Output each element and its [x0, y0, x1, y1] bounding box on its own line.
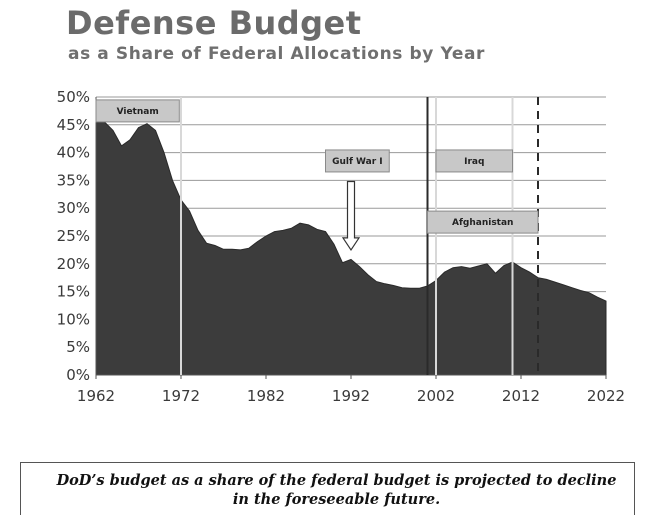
y-tick-label: 0%	[66, 366, 90, 384]
y-tick-label: 10%	[57, 310, 90, 328]
area-chart: Vietnam Gulf War I Iraq Afghanistan 0% 5% 10%…	[57, 88, 625, 405]
caption-box: DoD’s budget as a share of the federal b…	[20, 462, 635, 515]
y-tick-label: 20%	[57, 255, 90, 273]
x-tick-label: 1982	[247, 387, 285, 405]
y-tick-label: 40%	[57, 144, 90, 162]
x-tick-label: 1972	[162, 387, 200, 405]
y-tick-label: 30%	[57, 199, 90, 217]
x-tick-label: 1962	[77, 387, 115, 405]
area-series	[95, 121, 607, 376]
gulf-war-arrow	[341, 180, 361, 251]
annotation-label-iraq: Iraq	[464, 157, 484, 167]
chart-title: Defense Budget	[66, 4, 362, 42]
x-tick-label: 2022	[587, 387, 625, 405]
annotation-label-gulf-war-i: Gulf War I	[332, 157, 383, 167]
y-tick-label: 50%	[57, 88, 90, 106]
chart-subtitle: as a Share of Federal Allocations by Yea…	[68, 44, 486, 64]
event-annotations: Vietnam Gulf War I Iraq Afghanistan	[95, 99, 539, 234]
annotation-box-vietnam	[95, 99, 180, 123]
x-tick-label: 2012	[502, 387, 540, 405]
x-tick-label: 2002	[417, 387, 455, 405]
y-tick-label: 45%	[57, 116, 90, 134]
annotation-box-afghanistan	[427, 210, 539, 234]
y-tick-label: 35%	[57, 171, 90, 189]
x-axis-ticks: 1962 1972 1982 1992 2002 2012 2022	[77, 375, 625, 405]
annotation-label-vietnam: Vietnam	[117, 107, 159, 117]
y-tick-label: 5%	[66, 338, 90, 356]
annotation-box-iraq	[435, 149, 513, 173]
chart-caption: DoD’s budget as a share of the federal b…	[56, 472, 617, 508]
arrow-shape	[341, 180, 361, 251]
y-tick-label: 15%	[57, 283, 90, 301]
event-markers	[180, 97, 539, 375]
annotation-box-gulf-war-i	[325, 149, 390, 173]
y-tick-label: 25%	[57, 227, 90, 245]
x-tick-label: 1992	[332, 387, 370, 405]
annotation-label-afghanistan: Afghanistan	[452, 218, 513, 228]
y-axis-ticks: 0% 5% 10% 15% 20% 25% 30% 35% 40% 45% 50%	[57, 88, 90, 384]
